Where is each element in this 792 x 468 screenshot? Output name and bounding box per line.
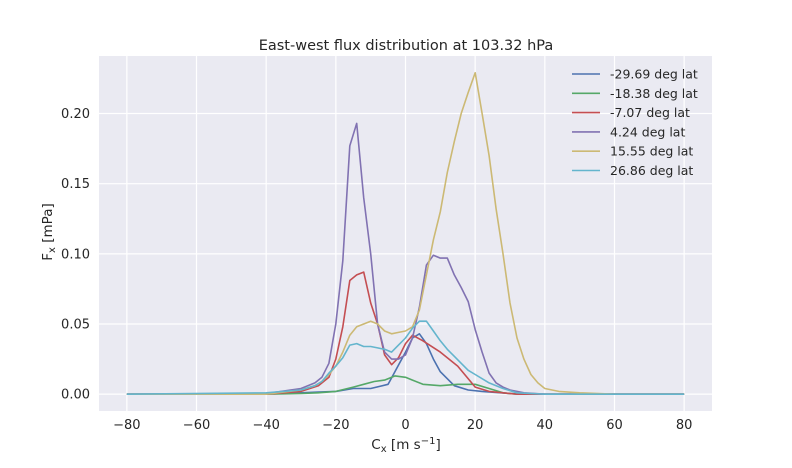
legend: -29.69 deg lat -18.38 deg lat -7.07 deg la…	[572, 67, 698, 178]
legend-label-1: -18.38 deg lat	[610, 86, 698, 101]
y-axis-ticks: 0.00 0.05 0.10 0.15 0.20	[61, 107, 90, 403]
grid	[99, 56, 712, 411]
y-tick-label: 0.10	[61, 247, 90, 262]
x-tick-label: 60	[606, 418, 623, 433]
x-axis-label-main: C	[371, 437, 380, 453]
y-tick-label: 0.20	[61, 107, 90, 122]
legend-label-5: 26.86 deg lat	[610, 163, 693, 178]
y-axis-label-rest: [mPa]	[40, 203, 56, 247]
x-axis-label-sub: x	[381, 444, 387, 455]
legend-label-3: 4.24 deg lat	[610, 124, 685, 139]
legend-label-4: 15.55 deg lat	[610, 144, 693, 159]
chart-title: East-west flux distribution at 103.32 hP…	[259, 38, 554, 54]
y-axis-label-sub: x	[47, 247, 58, 253]
legend-label-2: -7.07 deg lat	[610, 105, 690, 120]
x-axis-label: Cx [m s−1]	[371, 436, 440, 455]
series-lines	[126, 72, 685, 395]
x-axis-label-sup: −1	[421, 436, 436, 447]
x-axis-label-end: ]	[435, 437, 440, 453]
series-line-3	[126, 122, 685, 395]
y-axis-label-main: F	[40, 253, 56, 261]
x-tick-label: −80	[113, 418, 140, 433]
series-line-1	[126, 375, 685, 395]
x-tick-label: 20	[467, 418, 484, 433]
x-tick-label: 0	[401, 418, 409, 433]
x-tick-label: −60	[183, 418, 210, 433]
x-tick-label: −20	[322, 418, 349, 433]
series-line-4	[126, 72, 685, 395]
y-tick-label: 0.00	[61, 388, 90, 403]
legend-label-0: -29.69 deg lat	[610, 67, 698, 82]
x-tick-label: −40	[252, 418, 279, 433]
y-tick-label: 0.05	[61, 318, 90, 333]
x-tick-label: 80	[676, 418, 693, 433]
y-tick-label: 0.15	[61, 177, 90, 192]
y-axis-label: Fx [mPa]	[40, 203, 58, 260]
series-line-5	[126, 320, 685, 395]
x-axis-ticks: −80 −60 −40 −20 0 20 40 60 80	[113, 418, 692, 433]
x-axis-label-rest: [m s	[387, 437, 421, 453]
x-tick-label: 40	[537, 418, 554, 433]
